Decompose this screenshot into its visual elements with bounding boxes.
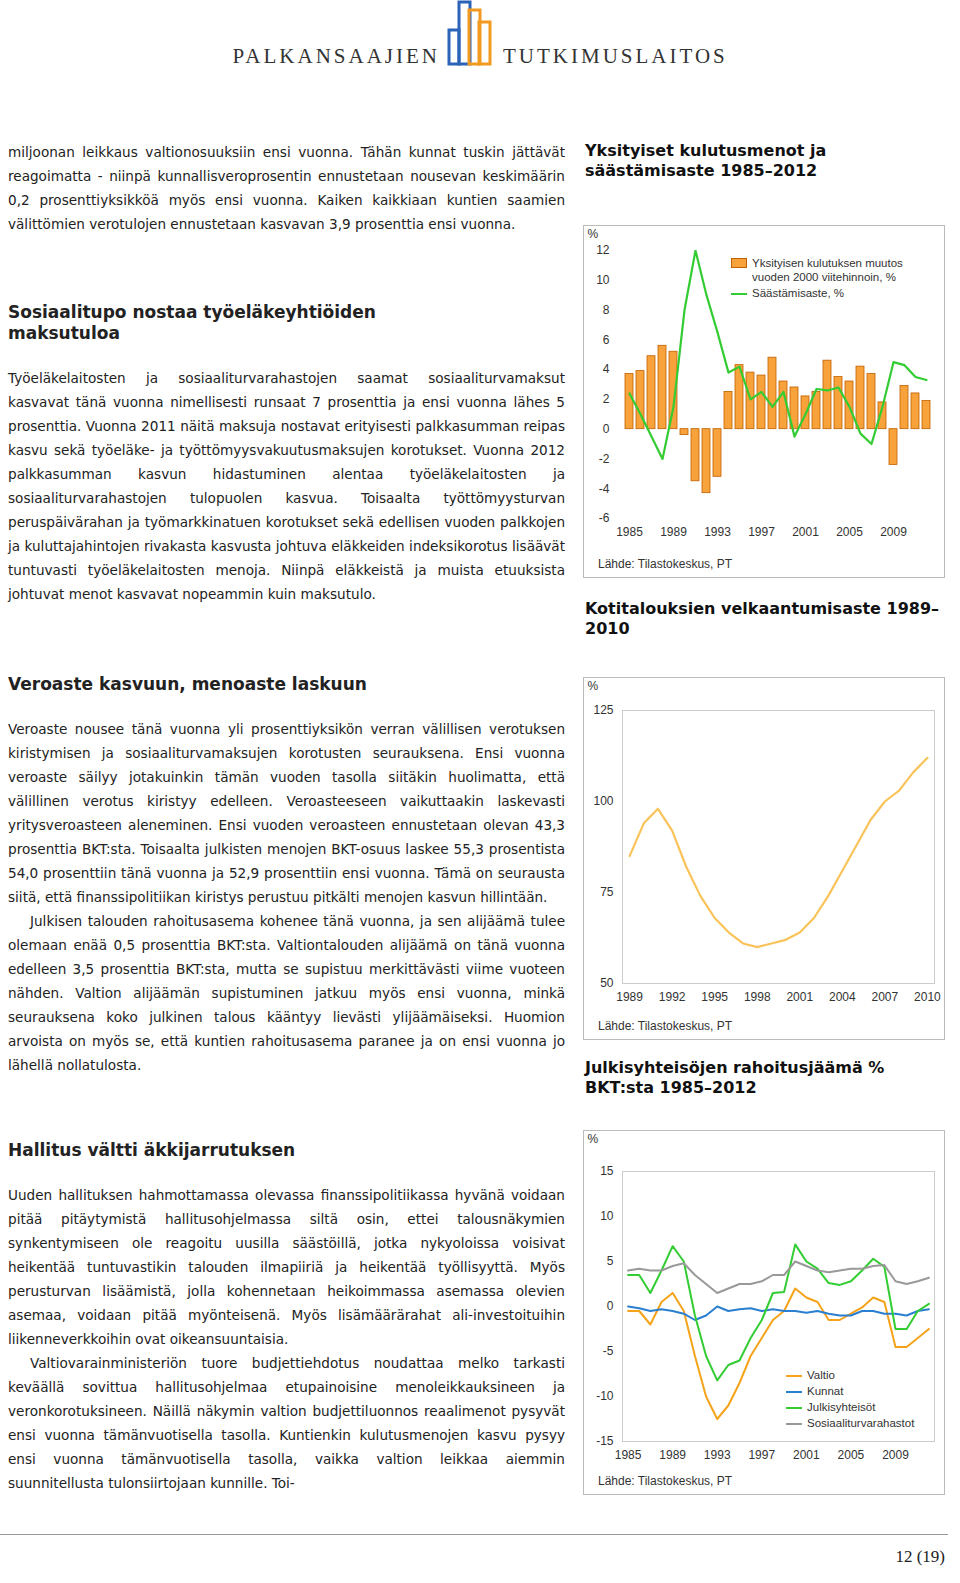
html-text:Julkisyhteisöt: Julkisyhteisöt [807,1401,876,1413]
svg-text:1985: 1985 [616,525,643,539]
svg-text:10: 10 [600,1209,614,1223]
svg-text:1992: 1992 [659,990,686,1004]
svg-text:1993: 1993 [704,525,731,539]
html-text:Kotitalouksien velkaantumisast: Kotitalouksien velkaantumisaste 1989–201… [585,599,939,638]
html-text:Veroaste nousee tänä vuonna yl: Veroaste nousee tänä vuonna yli prosentt… [8,721,565,905]
svg-text:2: 2 [603,392,610,406]
svg-text:2010: 2010 [914,990,941,1004]
html-text:12 (19): 12 (19) [895,1547,945,1566]
svg-text:50: 50 [600,976,614,990]
svg-text:-4: -4 [599,482,610,496]
svg-text:2001: 2001 [793,1448,820,1462]
svg-text:2005: 2005 [836,525,863,539]
html-text:Julkisyhteisöjen rahoitusjäämä: Julkisyhteisöjen rahoitusjäämä % BKT:sta… [585,1058,885,1097]
html-text:Kunnat: Kunnat [807,1385,844,1397]
svg-text:%: % [588,679,599,693]
svg-text:1989: 1989 [659,1448,686,1462]
html-text:Veroaste kasvuun, menoaste las: Veroaste kasvuun, menoaste laskuun [8,674,367,694]
svg-text:6: 6 [603,333,610,347]
svg-text:5: 5 [607,1254,614,1268]
svg-text:2004: 2004 [829,990,856,1004]
svg-text:-6: -6 [599,511,610,525]
svg-text:10: 10 [596,273,610,287]
svg-text:2005: 2005 [838,1448,865,1462]
html-text:Sosiaalitupo nostaa työeläkeyh: Sosiaalitupo nostaa työeläkeyhtiöiden ma… [8,302,376,343]
svg-text:12: 12 [596,243,610,257]
svg-text:8: 8 [603,303,610,317]
html-text:Lähde: Tilastokeskus, PT: Lähde: Tilastokeskus, PT [598,557,733,571]
svg-text:2001: 2001 [792,525,819,539]
svg-text:2001: 2001 [786,990,813,1004]
svg-text:-15: -15 [596,1434,614,1448]
svg-text:75: 75 [600,885,614,899]
svg-text:0: 0 [603,422,610,436]
html-text:Säästämisaste, %: Säästämisaste, % [752,287,844,299]
svg-text:-10: -10 [596,1389,614,1403]
svg-text:2009: 2009 [880,525,907,539]
html-text:Yksityisen kulutuksen muutos v: Yksityisen kulutuksen muutos vuoden 2000… [752,257,903,283]
svg-text:1989: 1989 [616,990,643,1004]
html-text:Julkisen talouden rahoitusasem: Julkisen talouden rahoitusasema kohenee … [8,913,565,1073]
svg-text:100: 100 [593,794,613,808]
svg-text:125: 125 [593,703,613,717]
svg-text:4: 4 [603,362,610,376]
svg-text:1989: 1989 [660,525,687,539]
html-text:Lähde: Tilastokeskus, PT: Lähde: Tilastokeskus, PT [598,1474,733,1488]
html-text:Valtio: Valtio [807,1369,835,1381]
svg-text:0: 0 [607,1299,614,1313]
svg-text:-5: -5 [603,1344,614,1358]
svg-text:1985: 1985 [615,1448,642,1462]
svg-text:1997: 1997 [748,525,775,539]
html-text:Hallitus vältti äkkijarrutukse: Hallitus vältti äkkijarrutuksen [8,1140,296,1160]
svg-text:1998: 1998 [744,990,771,1004]
svg-text:-2: -2 [599,452,610,466]
svg-text:1997: 1997 [748,1448,775,1462]
html-text:TUTKIMUSLAITOS: TUTKIMUSLAITOS [503,44,728,68]
svg-text:2009: 2009 [882,1448,909,1462]
html-text:Valtiovarainministeriön tuore: Valtiovarainministeriön tuore budjettieh… [8,1355,565,1491]
svg-text:15: 15 [600,1164,614,1178]
svg-text:1995: 1995 [701,990,728,1004]
html-text:Lähde: Tilastokeskus, PT: Lähde: Tilastokeskus, PT [598,1019,733,1033]
svg-text:%: % [588,227,599,241]
html-text:miljoonan leikkaus valtionosuu: miljoonan leikkaus valtionosuuksiin ensi… [8,144,565,232]
svg-text:2007: 2007 [872,990,899,1004]
html-text:Uuden hallituksen hahmottamass: Uuden hallituksen hahmottamassa olevassa… [8,1187,565,1347]
html-text:PALKANSAAJIEN: PALKANSAAJIEN [232,44,440,68]
html-text:Työeläkelaitosten ja sosiaalit: Työeläkelaitosten ja sosiaaliturvarahast… [8,370,565,602]
svg-text:1993: 1993 [704,1448,731,1462]
html-text:Sosiaaliturvarahastot: Sosiaaliturvarahastot [807,1417,915,1429]
html-text:Yksityiset kulutusmenot ja sää: Yksityiset kulutusmenot ja säästämisaste… [585,141,827,180]
svg-text:%: % [588,1132,599,1146]
